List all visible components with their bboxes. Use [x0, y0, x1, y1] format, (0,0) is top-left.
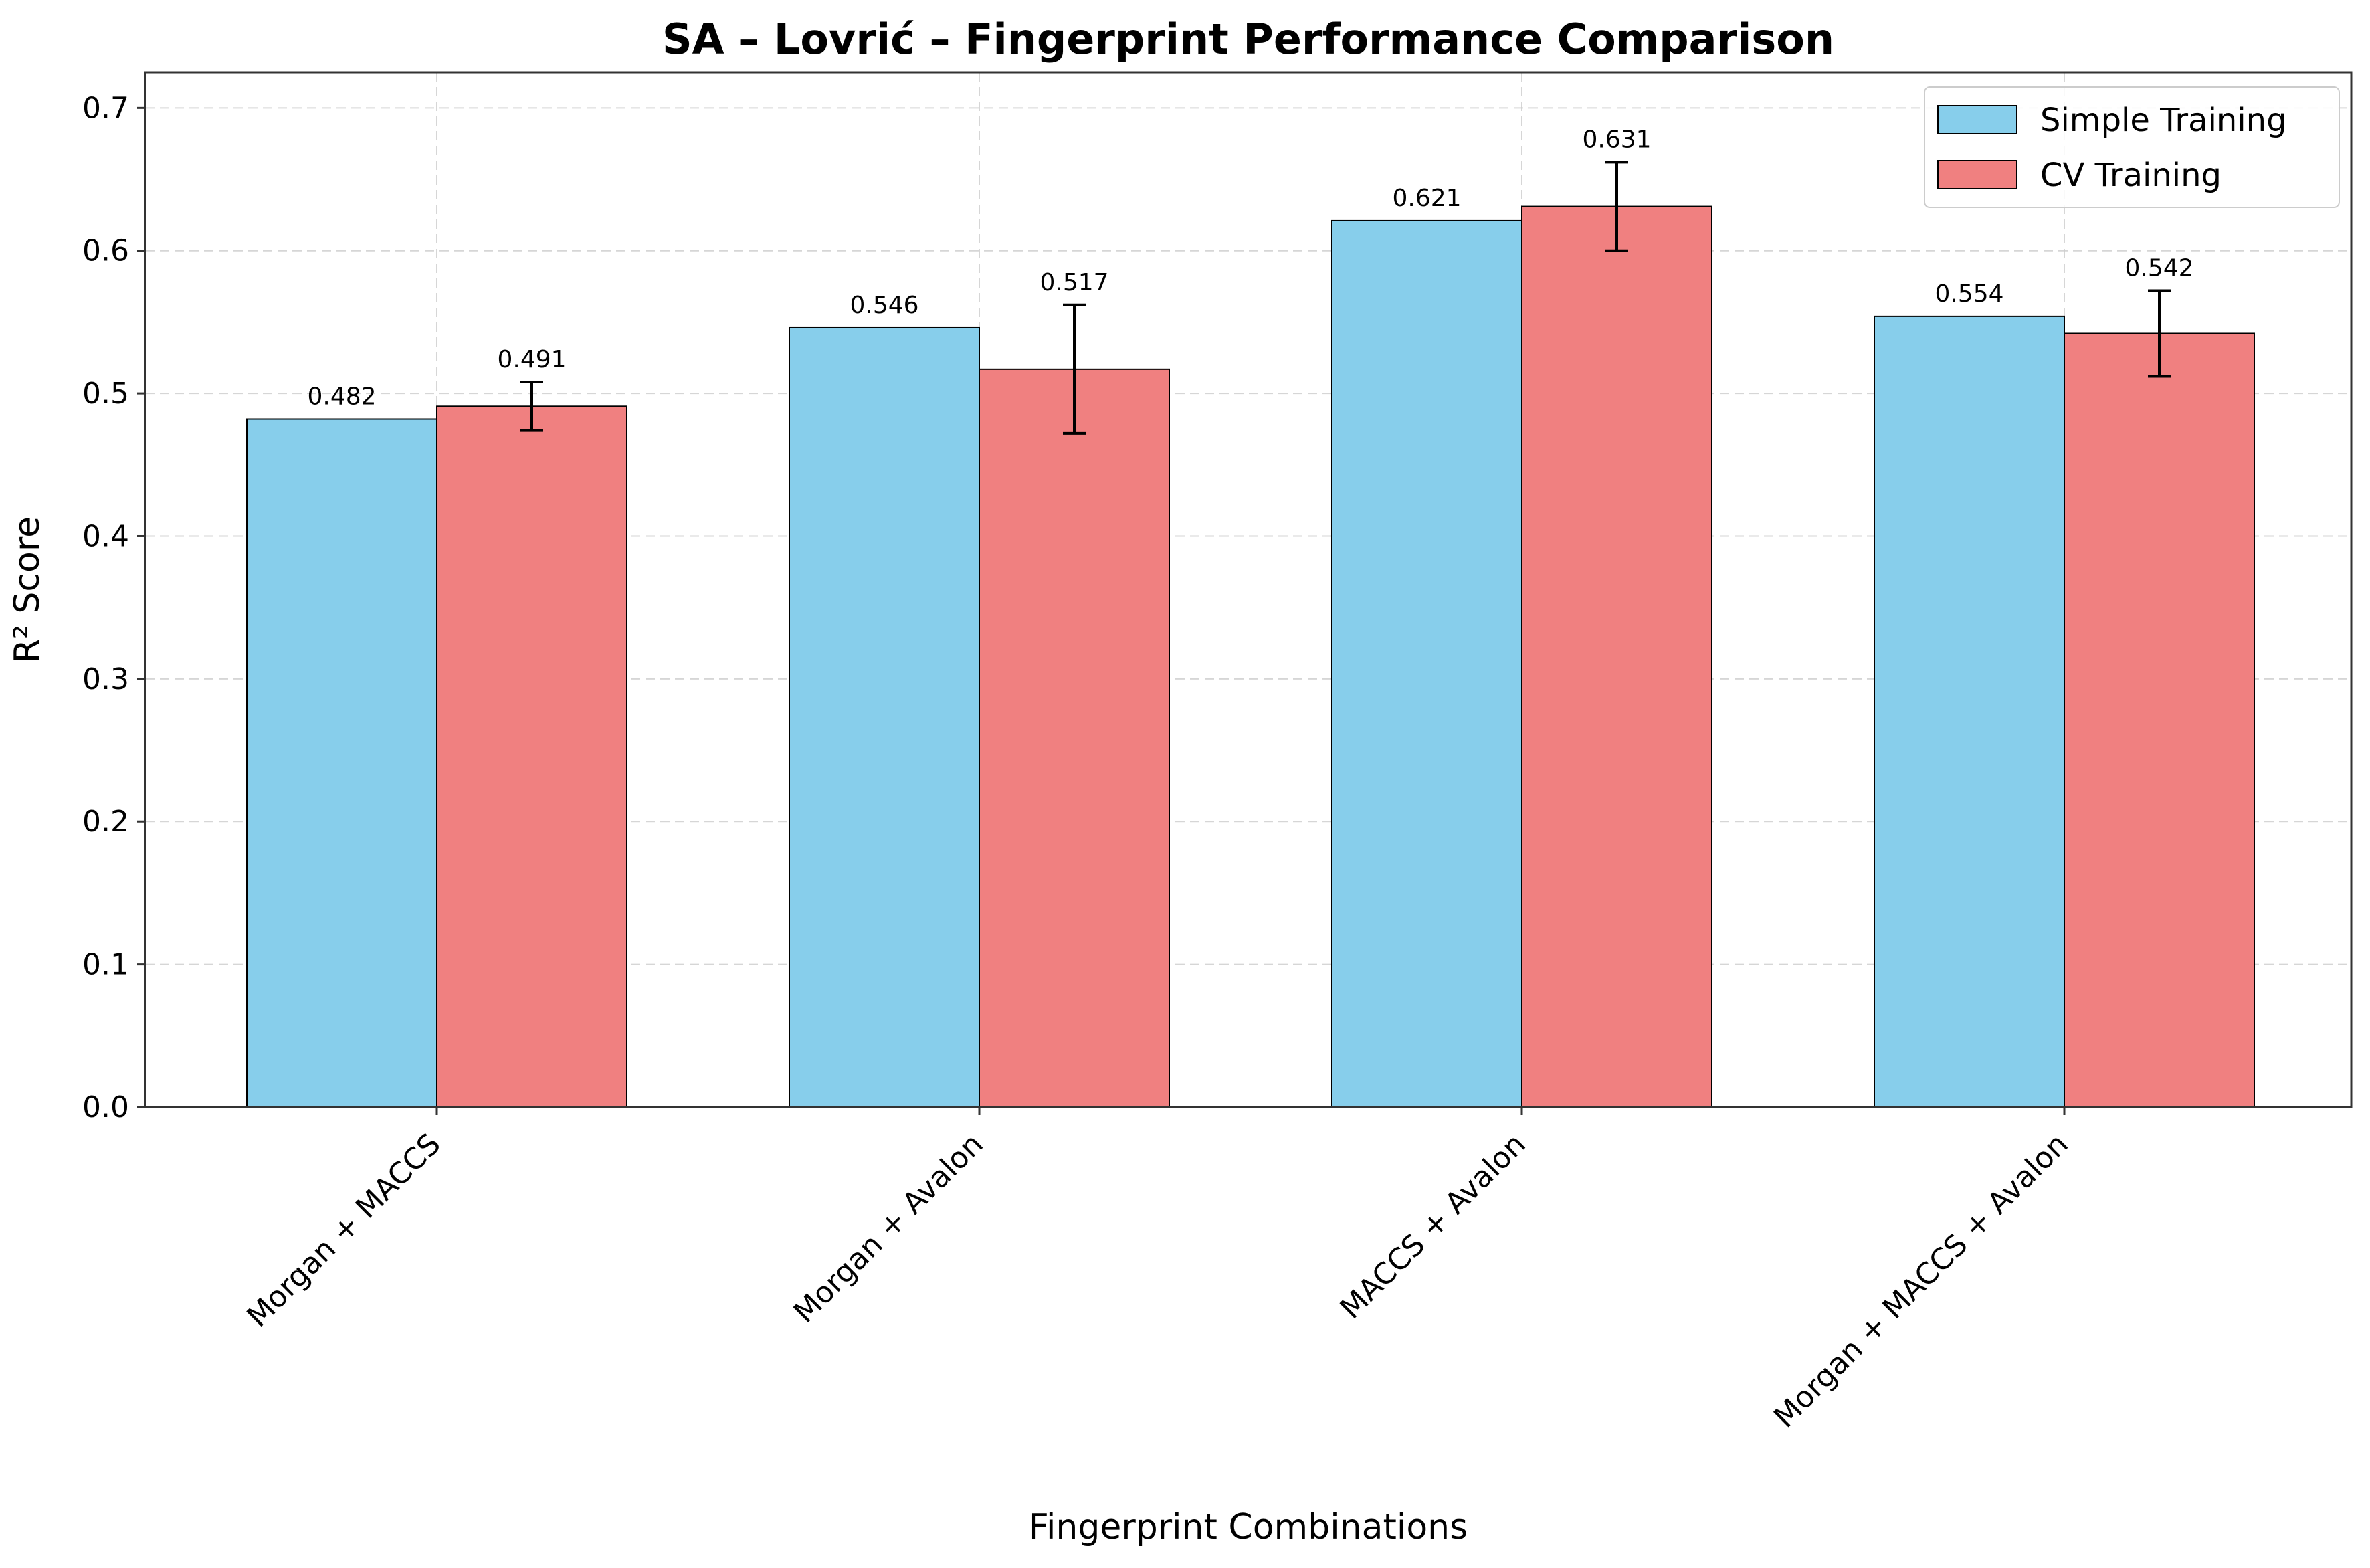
plot-area-frame [144, 71, 2353, 1108]
legend-swatch-simple-training [1937, 105, 2017, 134]
legend-label-cv-training: CV Training [2040, 157, 2221, 194]
chart-title: SA – Lovrić – Fingerprint Performance Co… [662, 15, 1834, 64]
error-bars [520, 161, 2171, 435]
data-label: 0.621 [1392, 185, 1461, 212]
y-axis: 0.0 0.1 0.2 0.3 0.4 0.5 0.6 0.7 [82, 91, 145, 1124]
bar [436, 405, 627, 1108]
legend-box [1924, 86, 2340, 208]
y-axis-title: R² Score [7, 516, 47, 663]
data-label: 0.542 [2125, 254, 2193, 282]
y-tick-label: 0.3 [82, 662, 129, 696]
bar [2064, 332, 2255, 1108]
bar [1521, 205, 1712, 1108]
data-labels: 0.482 0.546 0.621 0.554 0.491 0.517 0.631 0.542 [307, 126, 2193, 410]
data-label: 0.554 [1935, 280, 2003, 308]
y-tick-label: 0.0 [82, 1090, 129, 1124]
data-label: 0.631 [1582, 126, 1651, 153]
bar [1331, 219, 1522, 1108]
y-tick-label: 0.5 [82, 377, 129, 411]
y-tick-label: 0.2 [82, 805, 129, 839]
y-tick-label: 0.7 [82, 91, 129, 125]
y-tick-label: 0.1 [82, 948, 129, 982]
data-label: 0.517 [1040, 269, 1108, 296]
legend-label-simple-training: Simple Training [2040, 102, 2287, 139]
y-tick-label: 0.6 [82, 234, 129, 268]
y-tick-label: 0.4 [82, 519, 129, 553]
x-axis-title: Fingerprint Combinations [1029, 1507, 1468, 1547]
bar [246, 418, 437, 1108]
bar [979, 368, 1170, 1108]
bars [246, 205, 2255, 1108]
bar [1874, 315, 2065, 1108]
legend: Simple Training CV Training [1924, 86, 2340, 208]
data-label: 0.482 [307, 383, 376, 411]
data-label: 0.546 [850, 292, 918, 319]
data-label: 0.491 [497, 346, 566, 373]
bar [789, 326, 980, 1108]
legend-swatch-cv-training [1937, 160, 2017, 189]
